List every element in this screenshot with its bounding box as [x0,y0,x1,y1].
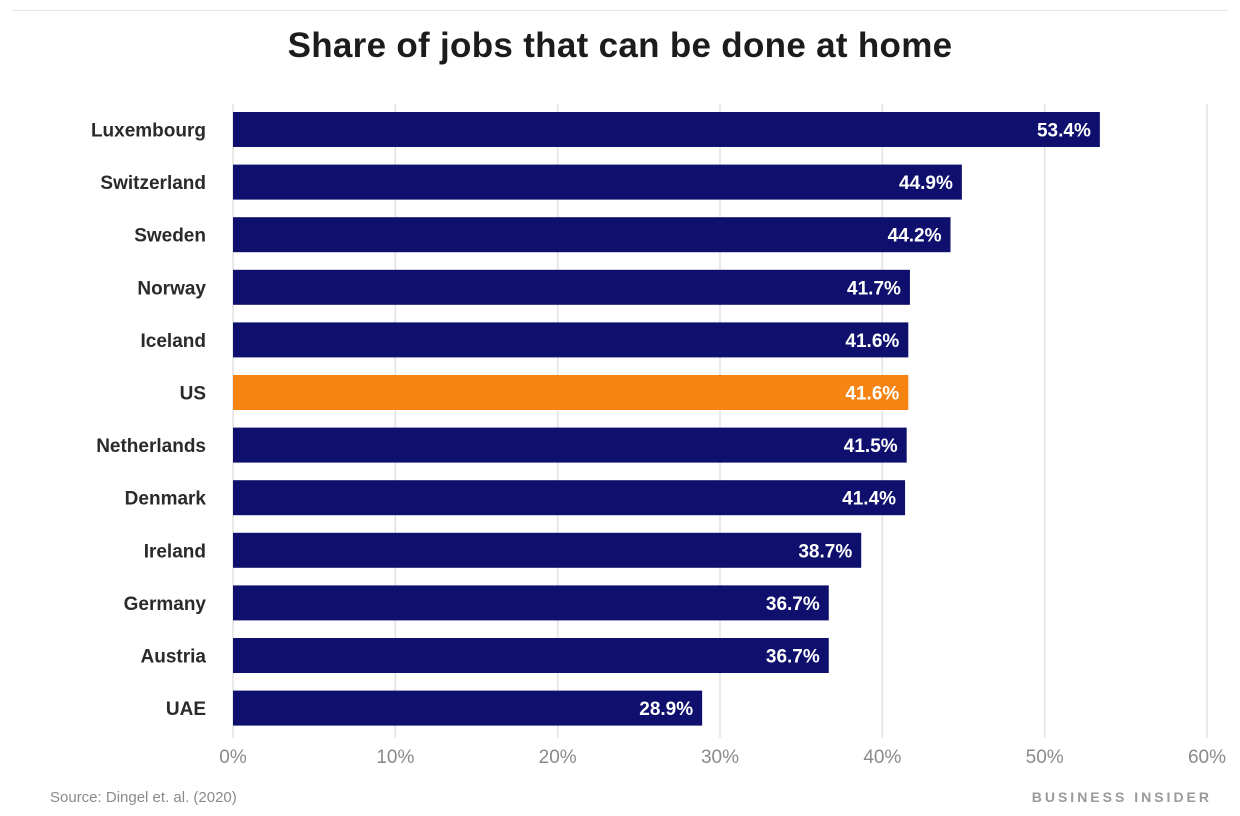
x-tick-label: 20% [539,747,577,768]
category-label: Sweden [134,226,206,247]
category-label: US [180,384,206,405]
bar [233,532,862,568]
x-tick-label: 60% [1188,747,1226,768]
source-note: Source: Dingel et. al. (2020) [50,789,237,806]
bar [233,690,703,726]
bar [233,375,909,410]
x-tick-label: 50% [1026,747,1064,768]
bar [233,112,1100,147]
grid-layer [232,104,1208,738]
category-label: Netherlands [96,436,206,457]
x-axis-ticks: 0% 10% 20% 30% 40% 50% 60% [219,747,1226,768]
category-label: Norway [137,278,206,299]
value-label: 41.7% [847,278,901,299]
category-label: UAE [166,699,206,720]
value-label: 41.6% [845,331,899,352]
category-label: Luxembourg [91,121,206,142]
bar [233,217,951,253]
brand-logo: BUSINESS INSIDER [1031,789,1212,805]
bar [233,427,907,463]
x-tick-label: 10% [376,747,414,768]
label-layer: Luxembourg 53.4% Switzerland 44.9% Sweden 44.… [91,121,1091,721]
bar [233,269,910,305]
category-label: Denmark [125,489,207,510]
bar [233,322,909,358]
bar [233,638,829,673]
value-label: 36.7% [766,594,820,615]
value-label: 44.9% [899,173,953,194]
value-label: 53.4% [1037,121,1091,142]
category-label: Austria [141,647,207,668]
value-label: 41.5% [844,436,898,457]
value-label: 36.7% [766,647,820,668]
value-label: 28.9% [639,699,693,720]
bar [233,585,829,621]
category-label: Germany [124,594,207,615]
bar-chart: Luxembourg 53.4% Switzerland 44.9% Sweden 44.… [91,104,1226,768]
bar-layer [233,112,1100,726]
value-label: 41.4% [842,489,896,510]
x-tick-label: 30% [701,747,739,768]
category-label: Iceland [141,331,206,352]
chart-title: Share of jobs that can be done at home [287,26,953,65]
value-label: 44.2% [888,226,942,247]
x-tick-label: 40% [863,747,901,768]
value-label: 38.7% [798,541,852,562]
category-label: Ireland [144,541,206,562]
top-divider [12,10,1228,11]
category-label: Switzerland [100,173,206,194]
value-label: 41.6% [845,384,899,405]
bar [233,164,962,200]
bar [233,480,906,516]
x-tick-label: 0% [219,747,247,768]
